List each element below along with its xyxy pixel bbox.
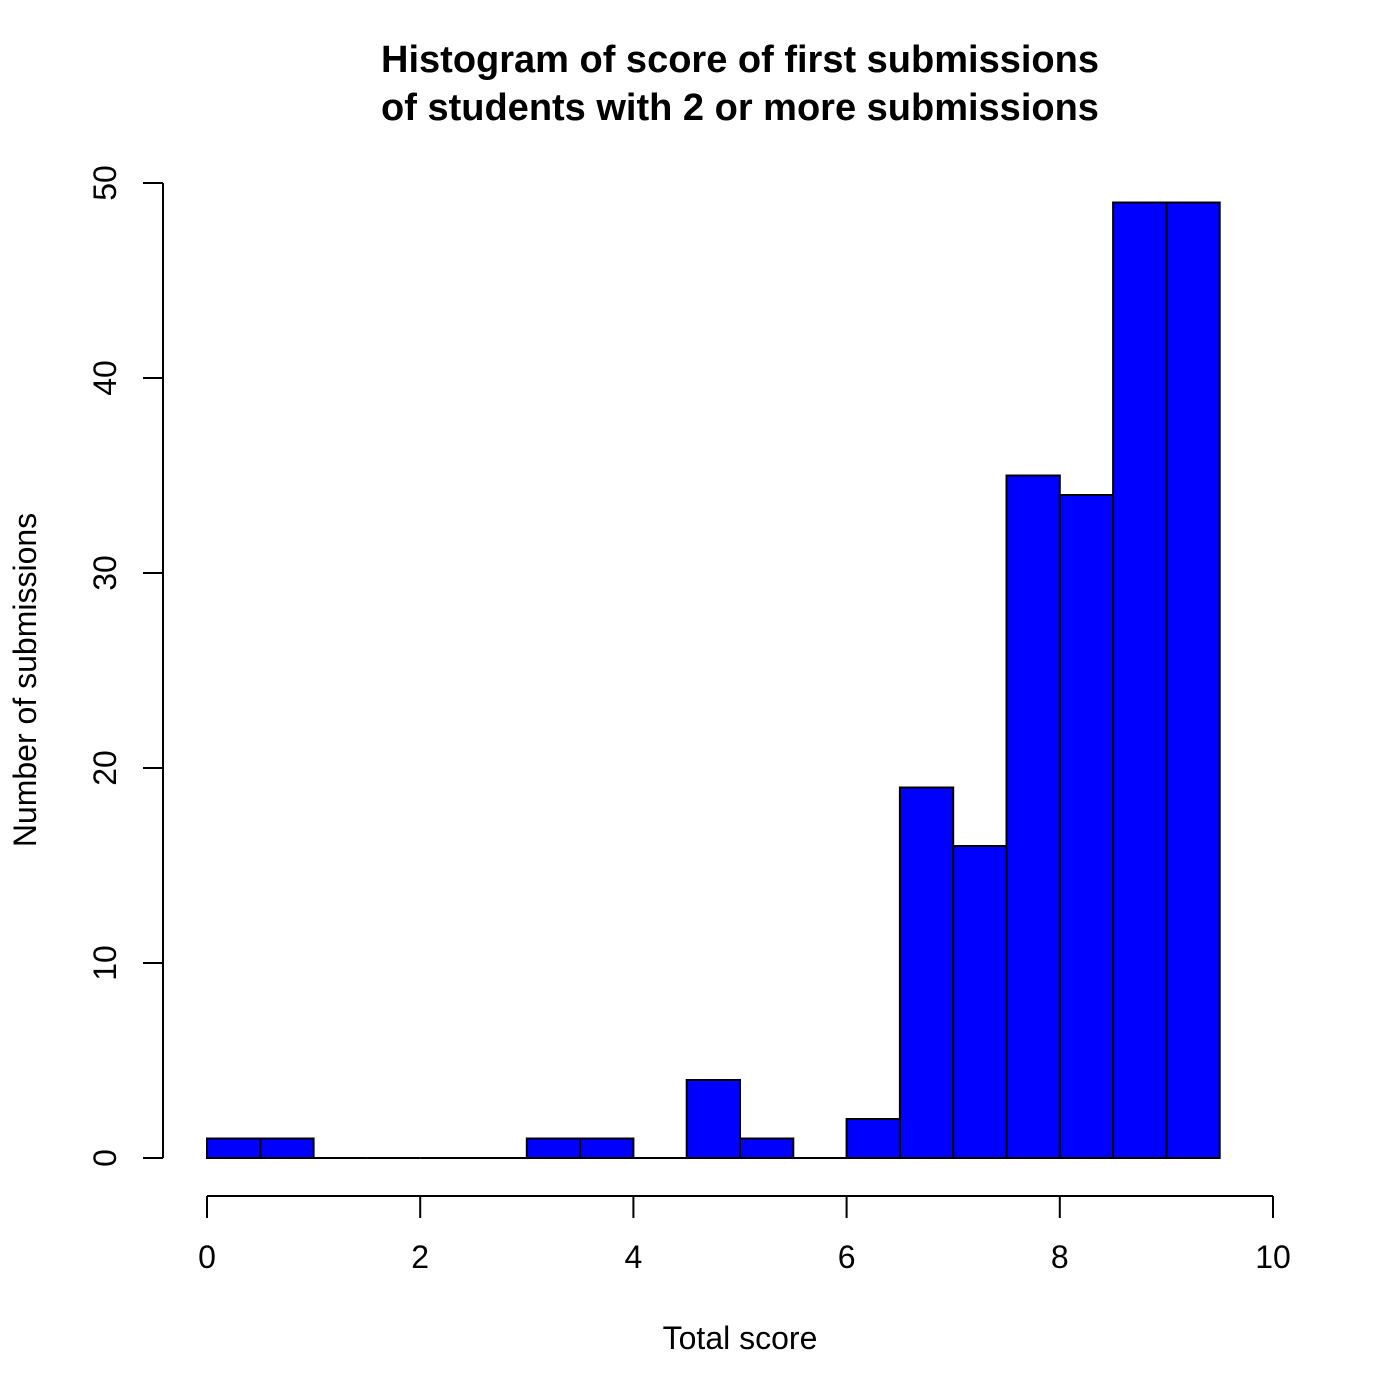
histogram-bar-1	[259, 1137, 315, 1159]
y-tick-label-5: 50	[87, 165, 123, 201]
y-tick-label-1: 10	[87, 945, 123, 981]
bars-group	[206, 201, 1221, 1159]
chart-title-line-2: of students with 2 or more submissions	[381, 87, 1099, 129]
y-tick-label-2: 20	[87, 750, 123, 786]
histogram-bar-0	[206, 1137, 262, 1159]
x-axis: 0 2 4 6 8 10	[198, 1195, 1291, 1275]
histogram-bar-18	[1165, 201, 1221, 1159]
y-tick-label-4: 40	[87, 360, 123, 396]
y-tick-label-3: 30	[87, 555, 123, 591]
y-tick-label-0: 0	[87, 1149, 123, 1167]
x-axis-label: Total score	[663, 1320, 818, 1356]
histogram-bar-10	[739, 1137, 795, 1159]
x-tick-label-5: 10	[1255, 1239, 1291, 1275]
histogram-bar-9	[685, 1079, 742, 1159]
x-tick-label-1: 2	[411, 1239, 429, 1275]
histogram-bar-6	[525, 1137, 582, 1159]
histogram-bar-15	[1005, 474, 1061, 1159]
histogram-bar-17	[1112, 201, 1168, 1159]
histogram-bar-16	[1058, 494, 1115, 1159]
histogram-bar-14	[952, 845, 1008, 1159]
x-tick-label-0: 0	[198, 1239, 216, 1275]
y-axis-label: Number of submissions	[7, 513, 43, 847]
x-tick-label-3: 6	[838, 1239, 856, 1275]
x-tick-label-4: 8	[1051, 1239, 1069, 1275]
histogram-bar-12	[845, 1118, 901, 1159]
y-axis: 0 10 20 30 40 50	[87, 165, 164, 1167]
histogram-bar-13	[898, 786, 955, 1159]
chart-title-line-1: Histogram of score of first submissions	[381, 39, 1099, 81]
x-tick-label-2: 4	[625, 1239, 643, 1275]
histogram-bar-7	[579, 1137, 635, 1159]
